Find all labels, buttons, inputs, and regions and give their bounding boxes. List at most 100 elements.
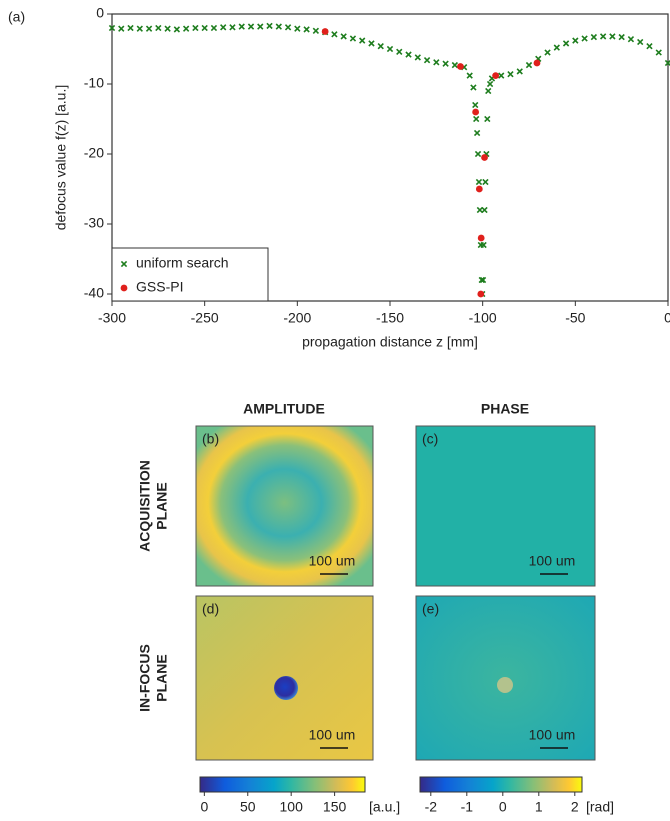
marker <box>275 23 282 30</box>
marker <box>562 40 570 47</box>
x-tick-label: -200 <box>283 310 311 326</box>
marker <box>627 36 635 43</box>
marker <box>477 234 485 242</box>
colorbar-tick-label: 150 <box>323 799 347 815</box>
marker <box>173 26 181 33</box>
marker <box>433 59 440 66</box>
marker <box>472 108 480 116</box>
colorbar-unit: [a.u.] <box>369 799 400 815</box>
y-tick-label: 0 <box>96 5 104 21</box>
marker <box>599 33 607 40</box>
x-tick-label: -100 <box>469 310 497 326</box>
marker <box>340 33 347 40</box>
scale-bar-label: 100 um <box>309 553 356 569</box>
y-tick-label: -30 <box>84 215 104 231</box>
marker <box>590 33 598 41</box>
panel-label: (d) <box>202 601 219 617</box>
row-header: IN-FOCUS <box>137 644 153 712</box>
marker <box>581 35 588 42</box>
marker <box>377 43 384 50</box>
colorbar-tick-label: 50 <box>240 799 256 815</box>
scale-bar-label: 100 um <box>309 727 356 743</box>
marker <box>482 178 489 186</box>
colorbar-tick-label: 100 <box>280 799 304 815</box>
marker <box>155 24 162 32</box>
marker <box>618 33 625 41</box>
scale-bar-label: 100 um <box>529 727 576 743</box>
x-tick-label: -250 <box>191 310 219 326</box>
column-header: AMPLITUDE <box>243 401 325 417</box>
marker <box>572 37 579 44</box>
marker <box>457 63 464 70</box>
marker <box>220 24 227 31</box>
marker <box>108 24 116 32</box>
marker <box>303 26 310 33</box>
legend-label: GSS-PI <box>136 279 183 295</box>
x-tick-label: -50 <box>565 310 585 326</box>
marker <box>210 24 218 32</box>
marker <box>312 27 320 34</box>
marker <box>481 154 488 161</box>
marker <box>533 59 541 67</box>
marker <box>507 71 514 78</box>
particle <box>274 676 298 700</box>
marker <box>396 48 403 55</box>
colorbar-unit: [rad] <box>586 799 614 815</box>
marker <box>646 43 653 50</box>
marker <box>474 150 482 158</box>
colorbar <box>199 776 366 793</box>
marker <box>476 206 484 214</box>
column-header: PHASE <box>481 401 529 417</box>
marker <box>386 45 394 53</box>
marker <box>359 37 366 44</box>
marker <box>516 68 523 75</box>
colorbar-tick-label: 1 <box>535 799 543 815</box>
row-header: ACQUISITION <box>137 460 153 552</box>
image-panels <box>195 425 596 761</box>
marker <box>525 61 533 69</box>
colorbar-tick-label: 0 <box>499 799 507 815</box>
marker <box>423 57 431 64</box>
marker <box>544 49 551 56</box>
y-tick-label: -10 <box>84 75 104 91</box>
colorbar-tick-label: 2 <box>571 799 579 815</box>
panel-label: (c) <box>422 431 438 447</box>
panel-label: (a) <box>8 9 25 25</box>
marker <box>478 276 485 284</box>
colorbar-tick-label: -2 <box>425 799 438 815</box>
y-tick-label: -20 <box>84 145 104 161</box>
marker <box>655 49 662 56</box>
marker <box>238 23 245 30</box>
legend-marker <box>120 260 128 268</box>
marker <box>472 101 479 109</box>
marker <box>247 23 255 30</box>
marker <box>484 115 491 123</box>
colorbar-tick-label: -1 <box>461 799 474 815</box>
marker <box>553 44 560 51</box>
marker <box>609 33 616 40</box>
scale-bar-label: 100 um <box>529 553 576 569</box>
particle <box>497 677 513 693</box>
x-axis-label: propagation distance z [mm] <box>302 334 478 350</box>
y-axis-label: defocus value f(z) [a.u.] <box>53 85 69 231</box>
marker <box>192 24 199 32</box>
marker <box>127 24 134 32</box>
marker <box>229 24 236 31</box>
marker <box>294 25 301 32</box>
marker <box>475 185 483 193</box>
row-header: PLANE <box>154 482 170 529</box>
legend-box <box>111 247 269 302</box>
marker <box>321 28 329 35</box>
marker <box>473 115 480 123</box>
marker <box>136 25 143 32</box>
marker <box>637 38 644 46</box>
plot-area: 0 -10 -20 -30 -40 -300 -250 -200 -150 -100 -50 0 pro… <box>53 5 670 350</box>
y-tick-label: -40 <box>84 285 104 301</box>
marker <box>201 24 208 32</box>
marker <box>486 80 494 88</box>
marker <box>470 84 477 91</box>
legend-marker <box>120 284 128 292</box>
marker <box>331 31 338 38</box>
marker <box>349 35 357 42</box>
